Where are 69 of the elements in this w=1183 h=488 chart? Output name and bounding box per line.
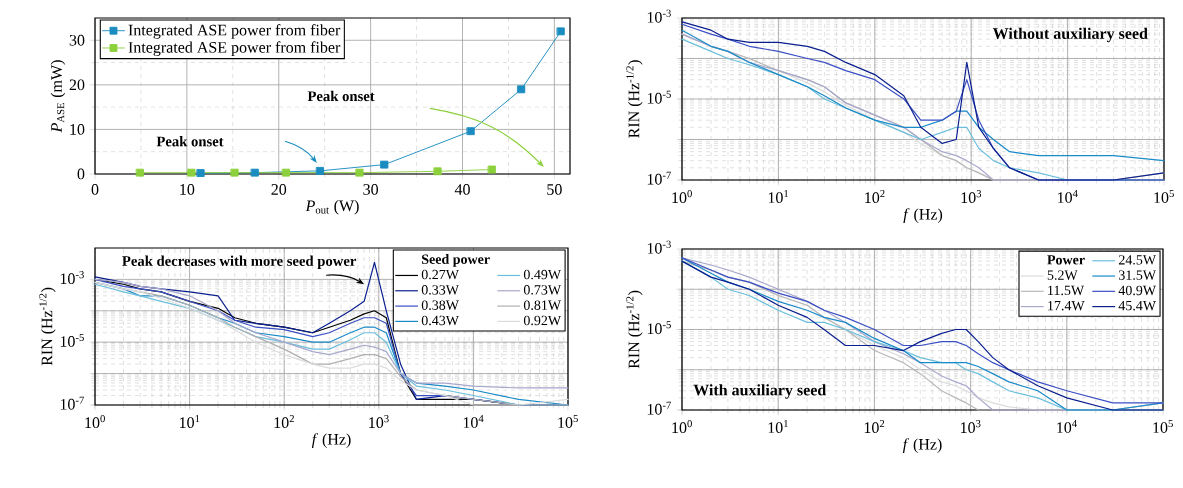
legend-label: 0.92W xyxy=(523,315,562,326)
annotation: With auxiliary seed xyxy=(693,384,827,399)
x-axis-title: P$_{out}$ (W) xyxy=(305,199,359,215)
y-tick-label: 10$^{-3}$ xyxy=(60,271,84,285)
x-tick-label: 20 xyxy=(271,184,287,195)
y-tick-label: 10$^{-5}$ xyxy=(647,321,671,335)
y-tick-label: 0 xyxy=(77,168,85,180)
x-tick-label: 10$^{0}$ xyxy=(672,190,692,204)
x-axis-title: f (Hz) xyxy=(311,433,351,448)
annotation: Without auxiliary seed xyxy=(992,27,1148,43)
x-axis-title: f (Hz) xyxy=(902,438,942,453)
x-tick-label: 10$^{1}$ xyxy=(768,420,788,434)
y-axis-title: RIN (Hz$^{-1/2}$) xyxy=(39,287,56,366)
x-tick-label: 10$^{1}$ xyxy=(768,190,789,204)
y-axis-title: RIN (Hz$^{-1/2}$) xyxy=(626,60,643,138)
legend-label: 0.33W xyxy=(421,285,459,295)
y-axis-title: RIN (Hz$^{-1/2}$) xyxy=(626,290,643,369)
x-axis-title: f (Hz) xyxy=(903,208,943,223)
legend-label: 5.2W xyxy=(1047,270,1078,280)
annotation: Peak onset xyxy=(156,136,224,147)
legend-label: 0.73W xyxy=(523,285,562,295)
y-tick-label: 10$^{-5}$ xyxy=(60,333,84,347)
legend-label: 0.49W xyxy=(523,269,562,280)
x-tick-label: 0 xyxy=(91,184,99,195)
y-tick-label: 10$^{-7}$ xyxy=(647,401,671,415)
y-tick-label: 20 xyxy=(69,79,85,91)
x-tick-label: 10$^{2}$ xyxy=(274,415,294,429)
legend-label: 0.43W xyxy=(421,315,459,326)
x-tick-label: 10$^{3}$ xyxy=(961,190,982,204)
legend-label: Integrated ASE power from fiber xyxy=(128,41,341,57)
x-tick-label: 10 xyxy=(180,184,195,195)
x-tick-label: 30 xyxy=(363,184,379,195)
x-tick-label: 10$^{2}$ xyxy=(864,420,885,434)
legend-label: 45.4W xyxy=(1118,301,1157,311)
legend-label: Integrated ASE power from fiber xyxy=(128,24,341,39)
y-tick-label: 10 xyxy=(70,124,85,135)
legend-label: 17.4W xyxy=(1048,300,1085,311)
x-tick-label: 10$^{4}$ xyxy=(1057,420,1077,433)
y-tick-label: 30 xyxy=(69,34,85,46)
x-tick-label: 40 xyxy=(454,184,470,195)
y-tick-label: 10$^{-7}$ xyxy=(647,171,671,185)
x-tick-label: 10$^{0}$ xyxy=(672,420,692,434)
y-tick-label: 10$^{-5}$ xyxy=(647,90,671,104)
x-tick-label: 10$^{5}$ xyxy=(1154,190,1174,203)
legend-label: 0.81W xyxy=(523,300,562,310)
legend-label: 40.9W xyxy=(1118,285,1157,296)
x-tick-label: 10$^{3}$ xyxy=(369,415,389,429)
legend-label: 0.38W xyxy=(421,300,459,310)
x-tick-label: 10$^{1}$ xyxy=(180,415,200,429)
annotation: Peak decreases with more seed power xyxy=(122,255,357,269)
legend-label: 0.27W xyxy=(421,269,459,280)
legend-label: 31.5W xyxy=(1119,270,1157,280)
x-tick-label: 10$^{0}$ xyxy=(85,415,105,429)
x-tick-label: 10$^{2}$ xyxy=(865,190,885,204)
x-tick-label: 10$^{3}$ xyxy=(961,420,981,434)
x-tick-label: 10$^{4}$ xyxy=(463,415,484,428)
y-tick-label: 10$^{-3}$ xyxy=(647,9,671,23)
y-axis-title: P$_{ASE}$ (mW) xyxy=(50,60,66,133)
y-tick-label: 10$^{-3}$ xyxy=(647,240,671,254)
x-tick-label: 50 xyxy=(547,184,562,195)
legend-label: 24.5W xyxy=(1118,255,1157,265)
legend-label: 11.5W xyxy=(1048,285,1085,296)
x-tick-label: 10$^{5}$ xyxy=(1153,420,1173,433)
legend-title: Power xyxy=(1047,255,1085,265)
legend-title: Seed power xyxy=(422,254,490,267)
x-tick-label: 10$^{4}$ xyxy=(1058,190,1078,203)
x-tick-label: 10$^{5}$ xyxy=(558,415,578,428)
y-tick-label: 10$^{-7}$ xyxy=(60,396,84,410)
annotation: Peak onset xyxy=(307,90,375,102)
